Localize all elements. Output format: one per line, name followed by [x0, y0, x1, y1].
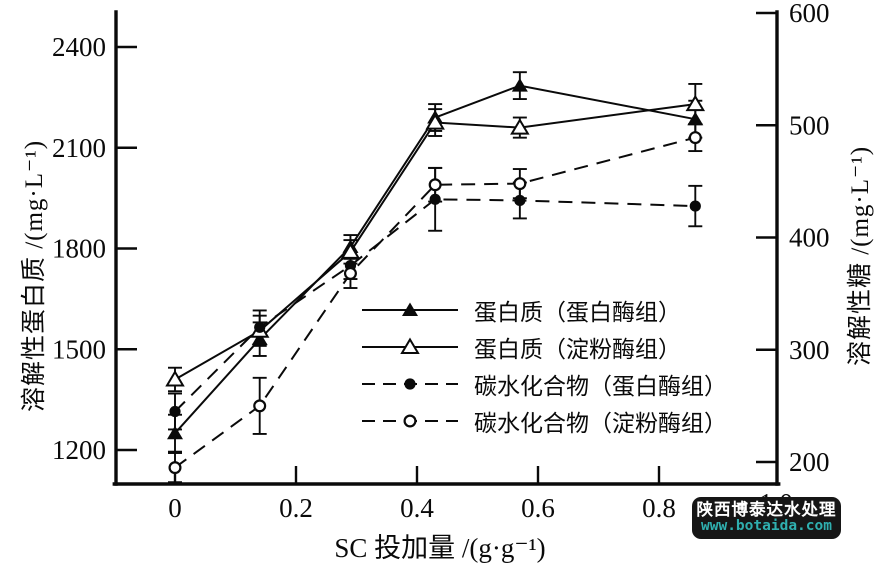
filled-circle-marker [429, 193, 441, 205]
open-circle-dashed-line-icon [362, 413, 458, 428]
left-axis-tick-label: 2100 [52, 133, 106, 163]
series-line [174, 136, 696, 469]
watermark-url: www.botaida.com [701, 518, 832, 535]
open-circle-marker [513, 177, 527, 191]
chart-legend: 蛋白质（蛋白酶组） 蛋白质（淀粉酶组） 碳水化合物（蛋白酶组） 碳水化合物（淀粉… [360, 291, 727, 439]
open-triangle-marker [400, 337, 420, 354]
legend-item-carbohydrate-amylase: 碳水化合物（淀粉酶组） [360, 402, 727, 439]
watermark-company-name: 陕西博泰达水处理 [696, 500, 837, 519]
legend-item-carbohydrate-protease: 碳水化合物（蛋白酶组） [360, 365, 727, 402]
open-triangle-marker [510, 118, 530, 135]
series-markers [168, 131, 702, 475]
open-circle-marker [403, 413, 417, 428]
open-triangle-marker [685, 94, 706, 112]
filled-circle-marker [169, 405, 181, 418]
right-axis-tick-label: 400 [789, 223, 830, 253]
filled-circle-marker [254, 321, 266, 333]
left-axis-tick-label: 2400 [52, 32, 106, 62]
legend-label: 碳水化合物（蛋白酶组） [474, 373, 727, 399]
filled-triangle-marker [167, 425, 183, 440]
x-axis-tick-label: 0.8 [642, 493, 676, 523]
open-triangle-marker [425, 113, 445, 130]
left-y-axis-title: 溶解性蛋白质 /(mg·L⁻¹) [21, 139, 48, 413]
filled-circle-dashed-line-icon [362, 377, 458, 390]
series-line [174, 103, 696, 381]
right-axis-tick-label: 300 [789, 335, 830, 365]
filled-triangle-marker [687, 111, 704, 126]
open-circle-marker [688, 131, 702, 145]
x-axis-tick-label: 0.4 [400, 493, 434, 523]
legend-label: 蛋白质（蛋白酶组） [474, 299, 681, 325]
right-axis-tick-label: 500 [789, 110, 830, 140]
right-axis-tick-label: 600 [789, 0, 830, 28]
open-triangle-marker [165, 370, 185, 387]
x-axis-title: SC 投加量 /(g·g⁻¹) [334, 533, 546, 563]
filled-triangle-marker [251, 331, 268, 346]
left-axis-tick-label: 1200 [52, 435, 106, 465]
legend-item-protein-amylase: 蛋白质（淀粉酶组） [360, 328, 727, 365]
legend-label: 蛋白质（淀粉酶组） [474, 336, 681, 362]
filled-circle-marker [689, 200, 701, 212]
open-circle-marker [343, 266, 357, 280]
left-axis-tick-label: 1800 [52, 234, 106, 264]
filled-circle-marker [514, 194, 526, 207]
series-line [174, 84, 696, 434]
open-circle-marker [428, 178, 442, 192]
watermark-badge: 陕西博泰达水处理 www.botaida.com [692, 497, 841, 539]
left-axis-tick-label: 1500 [52, 334, 106, 364]
right-axis-tick-label: 200 [789, 447, 830, 477]
open-circle-marker [168, 461, 182, 475]
filled-triangle-marker [511, 78, 528, 92]
axis-tick-labels: 1200 1500 1800 2100 2400 200 300 400 500 600 0 0.2 0… [52, 0, 830, 523]
legend-item-protein-protease: 蛋白质（蛋白酶组） [360, 291, 727, 328]
right-y-axis-title: 溶解性糖 /(mg·L⁻¹) [847, 145, 874, 367]
filled-circle-marker [404, 377, 416, 390]
x-axis-tick-label: 0.6 [521, 493, 555, 523]
series-line [174, 198, 696, 413]
x-axis-tick-label: 0.2 [279, 493, 313, 523]
open-triangle-solid-line-icon [362, 337, 458, 354]
filled-triangle-marker [402, 302, 418, 316]
legend-label: 碳水化合物（淀粉酶组） [474, 410, 727, 436]
filled-triangle-solid-line-icon [362, 302, 458, 316]
x-axis-tick-label: 0 [168, 493, 182, 523]
open-circle-marker [253, 399, 267, 413]
open-triangle-marker [340, 242, 361, 259]
